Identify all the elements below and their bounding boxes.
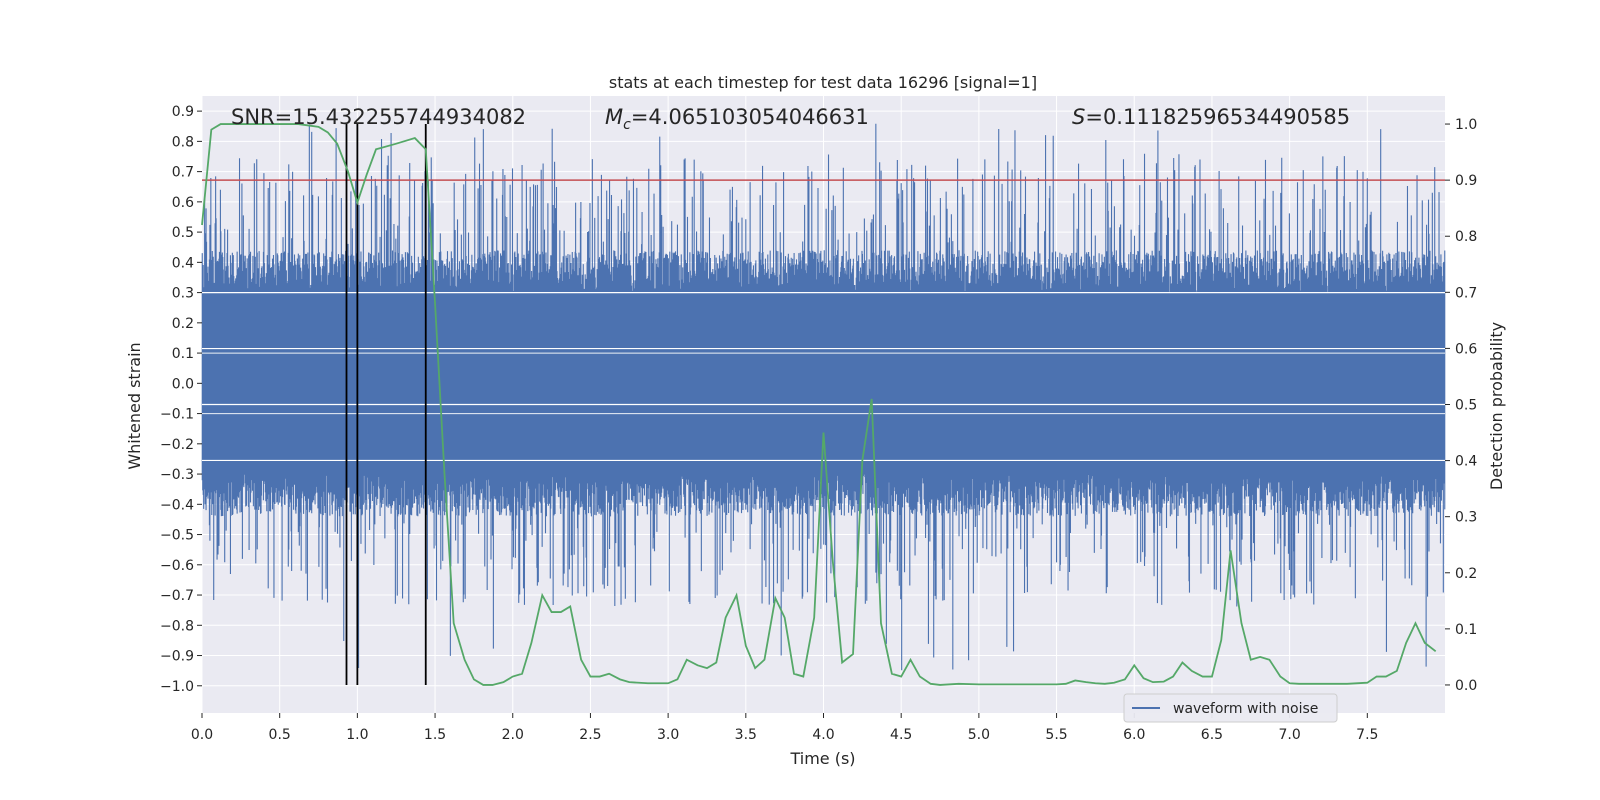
x-tick-label-1: 0.5 (269, 727, 291, 743)
x-tick-label-8: 4.0 (812, 727, 834, 743)
y-tick-label-4: 0.5 (172, 225, 194, 241)
y-tick-label-15: −0.6 (160, 558, 194, 574)
x-tick-label-13: 6.5 (1201, 727, 1223, 743)
y-tick-label-9: 0.0 (172, 376, 194, 392)
y-tick-label-17: −0.8 (160, 618, 194, 634)
annotation-mc-value: =4.065103054046631 (631, 105, 869, 129)
x-tick-label-0: 0.0 (191, 727, 213, 743)
x-tick-label-2: 1.0 (346, 727, 368, 743)
annotation-mc-subscript: c (623, 117, 631, 133)
y-tick-label-12: −0.3 (160, 467, 194, 483)
x-tick-label-10: 5.0 (968, 727, 990, 743)
y-tick-label-13: −0.4 (160, 497, 194, 513)
series-detection-probability (201, 123, 1437, 686)
y2-tick-label-7: 0.3 (1455, 510, 1477, 526)
y2-tick-label-5: 0.5 (1455, 398, 1477, 414)
y-tick-label-3: 0.6 (172, 195, 194, 211)
y-tick-label-18: −0.9 (160, 649, 194, 665)
x-tick-label-14: 7.0 (1278, 727, 1300, 743)
y-tick-label-5: 0.4 (172, 255, 194, 271)
y-tick-label-16: −0.7 (160, 588, 194, 604)
vertical-markers (345, 124, 427, 685)
x-tick-label-12: 6.0 (1123, 727, 1145, 743)
x-tick-label-3: 1.5 (424, 727, 446, 743)
annotation-s-symbol: S (1072, 105, 1085, 129)
legend: waveform with noise (1123, 693, 1338, 723)
y2-tick-label-3: 0.7 (1455, 285, 1477, 301)
y-tick-label-6: 0.3 (172, 286, 194, 302)
y-tick-label-2: 0.7 (172, 165, 194, 181)
y-tick-labels: 0.9 0.8 0.7 0.6 0.5 0.4 0.3 0.2 0.1 0.0 −0.1 −0.2 −0… (160, 104, 202, 695)
y2-axis-label: Detection probability (1487, 322, 1506, 490)
legend-label: waveform with noise (1173, 701, 1318, 717)
x-tick-labels: 0.0 0.5 1.0 1.5 2.0 2.5 3.0 3.5 4.0 4.5 5.0 5.5 6.0 6… (191, 713, 1378, 743)
y2-tick-label-9: 0.1 (1455, 622, 1477, 638)
x-tick-label-7: 3.5 (735, 727, 757, 743)
x-tick-label-11: 5.5 (1045, 727, 1067, 743)
y2-tick-labels: 1.0 0.9 0.8 0.7 0.6 0.5 0.4 0.3 0.2 0.1 0.0 (1445, 117, 1477, 694)
x-tick-label-9: 4.5 (890, 727, 912, 743)
y2-tick-label-4: 0.6 (1455, 341, 1477, 357)
y-tick-label-19: −1.0 (160, 679, 194, 695)
annotation-snr: SNR=15.432255744934082 (231, 105, 526, 129)
y-axis-label: Whitened strain (125, 342, 144, 469)
x-tick-label-5: 2.5 (579, 727, 601, 743)
y-tick-label-10: −0.1 (160, 407, 194, 423)
y2-tick-label-2: 0.8 (1455, 229, 1477, 245)
y-tick-label-14: −0.5 (160, 528, 194, 544)
annotation-s: S=0.11182596534490585 (1072, 105, 1350, 129)
x-tick-label-4: 2.0 (502, 727, 524, 743)
y2-tick-label-10: 0.0 (1455, 678, 1477, 694)
y2-tick-label-1: 0.9 (1455, 173, 1477, 189)
x-tick-label-6: 3.0 (657, 727, 679, 743)
y-tick-label-0: 0.9 (172, 104, 194, 120)
annotation-mc: Mc=4.065103054046631 (605, 105, 869, 133)
annotation-s-value: =0.11182596534490585 (1085, 105, 1350, 129)
chart-title: stats at each timestep for test data 162… (609, 73, 1037, 92)
x-tick-label-15: 7.5 (1356, 727, 1378, 743)
y-tick-label-11: −0.2 (160, 437, 194, 453)
y-tick-label-8: 0.1 (172, 346, 194, 362)
y-tick-label-1: 0.8 (172, 134, 194, 150)
y2-tick-label-8: 0.2 (1455, 566, 1477, 582)
x-axis-label: Time (s) (789, 749, 855, 768)
y2-tick-label-0: 1.0 (1455, 117, 1477, 133)
y-tick-label-7: 0.2 (172, 316, 194, 332)
annotation-mc-symbol: M (605, 105, 623, 129)
legend-box (1123, 693, 1338, 723)
y2-tick-label-6: 0.4 (1455, 454, 1477, 470)
